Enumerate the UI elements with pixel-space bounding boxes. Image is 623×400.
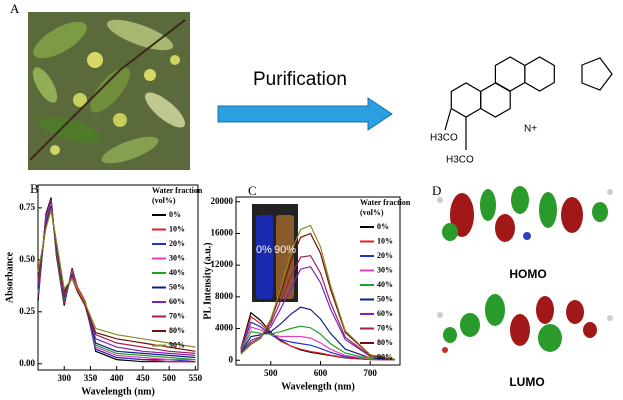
y-tick-label: 12000 [211, 259, 234, 269]
ring [524, 56, 555, 92]
x-tick-label: 500 [162, 373, 176, 383]
y-tick-label: 0 [229, 354, 234, 364]
legend-label: 30% [377, 265, 393, 274]
x-tick-label: 350 [84, 373, 98, 383]
legend-label: 80% [377, 338, 393, 347]
legend-label: 90% [169, 340, 185, 349]
series-line [240, 321, 396, 361]
panel-label: C [248, 183, 257, 198]
x-tick-label: 550 [189, 373, 203, 383]
x-axis-label: Wavelength (nm) [81, 386, 155, 397]
series-line [240, 326, 396, 361]
legend-label: 50% [377, 294, 393, 303]
x-tick-label: 300 [57, 373, 71, 383]
legend-title: Water fraction [360, 198, 411, 207]
legend-label: 60% [169, 297, 185, 306]
orbital-label: HOMO [509, 267, 546, 281]
methoxy-label: H3CO [446, 155, 474, 166]
series-line [240, 306, 396, 361]
y-tick-label: 0.00 [19, 358, 35, 368]
y-tick-label: 20000 [211, 196, 234, 206]
bond [444, 108, 452, 131]
legend-title: (vol%) [152, 196, 176, 205]
legend-label: 90% [377, 352, 393, 361]
legend-label: 10% [377, 236, 393, 245]
series-line [37, 209, 196, 348]
x-tick-label: 500 [264, 368, 278, 378]
legend-label: 20% [169, 239, 185, 248]
plant-photo [28, 12, 190, 170]
legend-label: 40% [169, 268, 185, 277]
legend-label: 10% [169, 224, 185, 233]
inset-label: 90% [274, 244, 296, 256]
x-tick-label: 450 [136, 373, 150, 383]
y-tick-label: 8000 [215, 291, 234, 301]
chemical-structure [444, 56, 613, 150]
legend-label: 40% [377, 280, 393, 289]
panel-label: B [30, 181, 39, 196]
series-line [240, 224, 396, 360]
panel-label: D [432, 183, 441, 198]
x-tick-label: 600 [314, 368, 328, 378]
x-axis-label: Wavelength (nm) [281, 381, 355, 392]
y-tick-label: 0.25 [19, 306, 35, 316]
legend-label: 80% [169, 326, 185, 335]
y-tick-label: 0.50 [19, 254, 35, 264]
arrow-label: Purification [253, 69, 347, 90]
legend-label: 70% [169, 311, 185, 320]
panel-label: A [10, 1, 20, 16]
orbital-label: LUMO [509, 375, 544, 389]
series-line [240, 315, 396, 361]
legend-label: 0% [169, 210, 181, 219]
y-tick-label: 4000 [215, 323, 234, 333]
nitrogen-label: N+ [524, 124, 537, 135]
legend-label: 60% [377, 309, 393, 318]
legend-title: (vol%) [360, 208, 384, 217]
legend-label: 20% [377, 251, 393, 260]
orbital-homo [437, 186, 613, 242]
legend-label: 30% [169, 253, 185, 262]
x-tick-label: 400 [110, 373, 124, 383]
orbital-lumo [437, 294, 613, 353]
legend-title: Water fraction [152, 186, 203, 195]
series-line [240, 325, 396, 361]
plot-frame [235, 196, 401, 366]
arrow [217, 97, 393, 131]
y-tick-label: 0.75 [19, 202, 35, 212]
legend-label: 70% [377, 323, 393, 332]
ring [581, 57, 613, 91]
series-line [240, 232, 396, 360]
legend-label: 50% [169, 282, 185, 291]
y-tick-label: 16000 [211, 228, 234, 238]
y-axis-label: Absorbance [4, 251, 15, 303]
methoxy-label: H3CO [430, 133, 458, 144]
inset-label: 0% [256, 244, 272, 256]
y-axis-label: PL Intensity (a.u.) [202, 242, 213, 319]
x-tick-label: 700 [363, 368, 377, 378]
legend-label: 0% [377, 222, 389, 231]
ring [450, 82, 482, 118]
